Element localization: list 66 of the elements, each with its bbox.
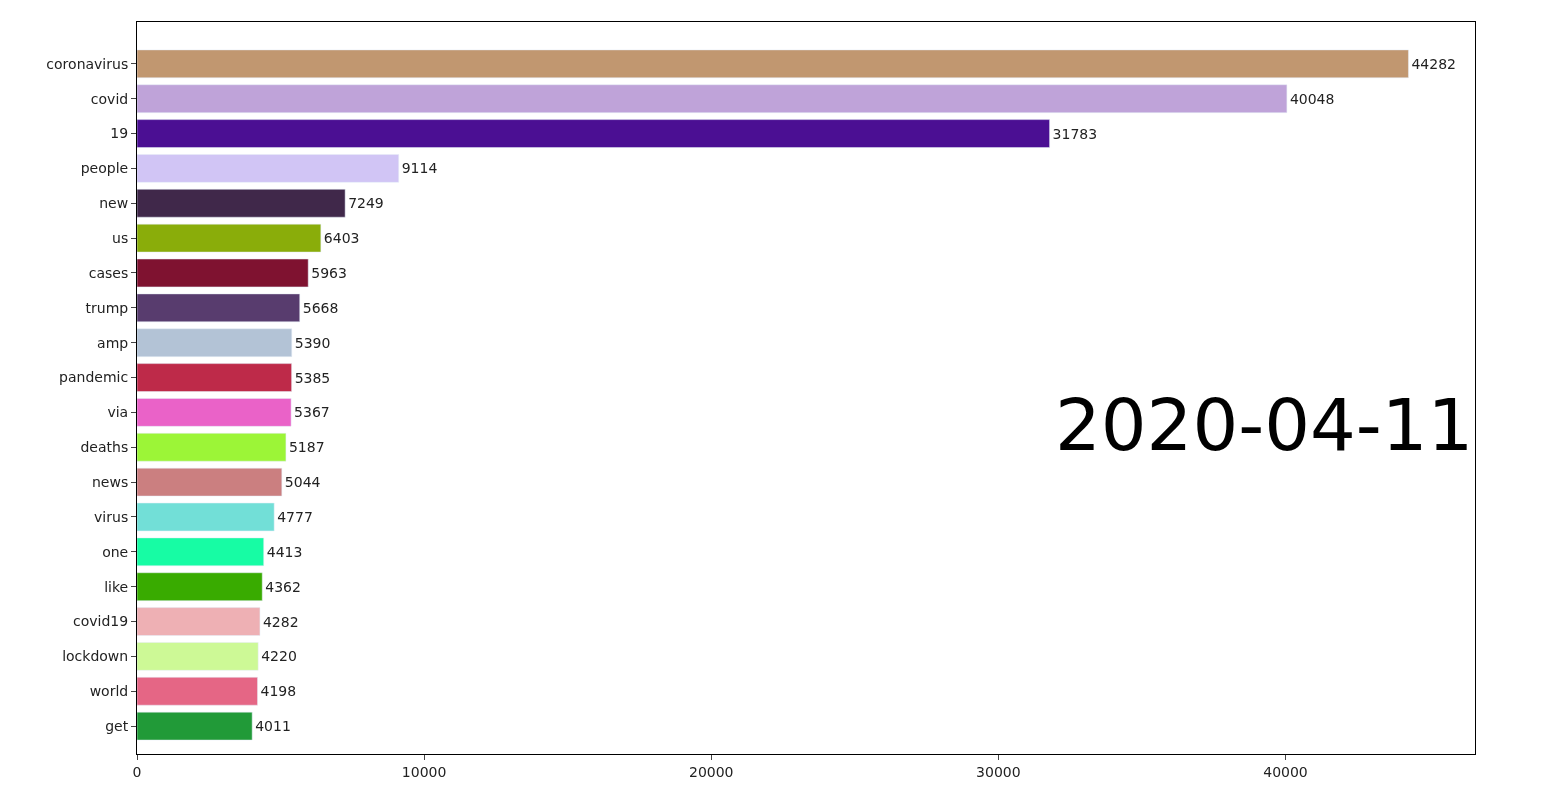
bar xyxy=(137,572,263,601)
x-tick-label: 20000 xyxy=(688,763,734,780)
bar xyxy=(137,154,399,183)
data-label: 5963 xyxy=(311,264,347,281)
y-tick-label: one xyxy=(102,543,129,560)
x-tick-label: 0 xyxy=(132,763,142,780)
y-tick-label: amp xyxy=(97,334,129,351)
y-tick-label: virus xyxy=(94,508,129,525)
y-tick-label: 19 xyxy=(110,125,129,142)
data-label: 5187 xyxy=(288,439,325,456)
bar xyxy=(137,49,1409,79)
x-tick-label: 40000 xyxy=(1263,763,1308,780)
data-label: 44282 xyxy=(1411,55,1456,72)
data-label: 9114 xyxy=(401,160,438,177)
y-tick-label: via xyxy=(107,404,129,421)
bar xyxy=(137,607,261,636)
y-tick-label: new xyxy=(99,195,129,212)
bar xyxy=(137,677,258,706)
bar xyxy=(137,467,283,497)
bar xyxy=(137,258,309,288)
data-label: 5385 xyxy=(294,369,331,386)
y-tick-label: covid19 xyxy=(73,613,129,630)
bar xyxy=(137,433,287,462)
data-label: 4282 xyxy=(262,613,299,630)
bar xyxy=(137,711,253,741)
y-tick-label: pandemic xyxy=(59,369,129,386)
bar xyxy=(137,84,1288,113)
x-tick-label: 10000 xyxy=(401,763,447,780)
y-tick-label: coronavirus xyxy=(46,55,129,72)
bar xyxy=(137,537,264,567)
y-tick-label: cases xyxy=(88,264,129,281)
data-label: 4777 xyxy=(277,508,313,525)
y-tick-label: news xyxy=(91,474,129,491)
data-label: 31783 xyxy=(1052,125,1098,142)
y-tick-label: people xyxy=(80,160,129,177)
data-label: 5367 xyxy=(294,404,330,421)
data-label: 5668 xyxy=(302,299,339,316)
bar xyxy=(137,642,259,671)
bar xyxy=(137,293,300,323)
data-label: 4011 xyxy=(255,718,291,735)
bar xyxy=(137,119,1050,148)
bar xyxy=(137,189,346,218)
y-tick-label: like xyxy=(104,578,129,595)
data-label: 4413 xyxy=(266,543,303,560)
data-label: 4220 xyxy=(261,648,297,665)
data-label: 6403 xyxy=(323,230,360,247)
data-label: 5044 xyxy=(284,474,321,491)
data-label: 4362 xyxy=(265,578,301,595)
x-tick-label: 30000 xyxy=(976,763,1021,780)
y-tick-label: us xyxy=(112,230,129,247)
bar xyxy=(137,328,293,357)
bar xyxy=(137,363,292,392)
annotation: 2020-04-11 xyxy=(1055,383,1474,467)
bar xyxy=(137,223,322,253)
data-label: 7249 xyxy=(348,195,384,212)
y-tick-label: covid xyxy=(90,90,129,107)
data-label: 4198 xyxy=(260,683,297,700)
data-label: 5390 xyxy=(294,334,331,351)
bar xyxy=(137,502,275,532)
data-label: 40048 xyxy=(1289,90,1335,107)
bar xyxy=(137,398,292,427)
y-tick-label: deaths xyxy=(80,439,129,456)
y-tick-label: world xyxy=(89,683,129,700)
y-tick-label: trump xyxy=(85,299,129,316)
y-tick-label: lockdown xyxy=(62,648,129,665)
y-tick-label: get xyxy=(105,718,129,735)
